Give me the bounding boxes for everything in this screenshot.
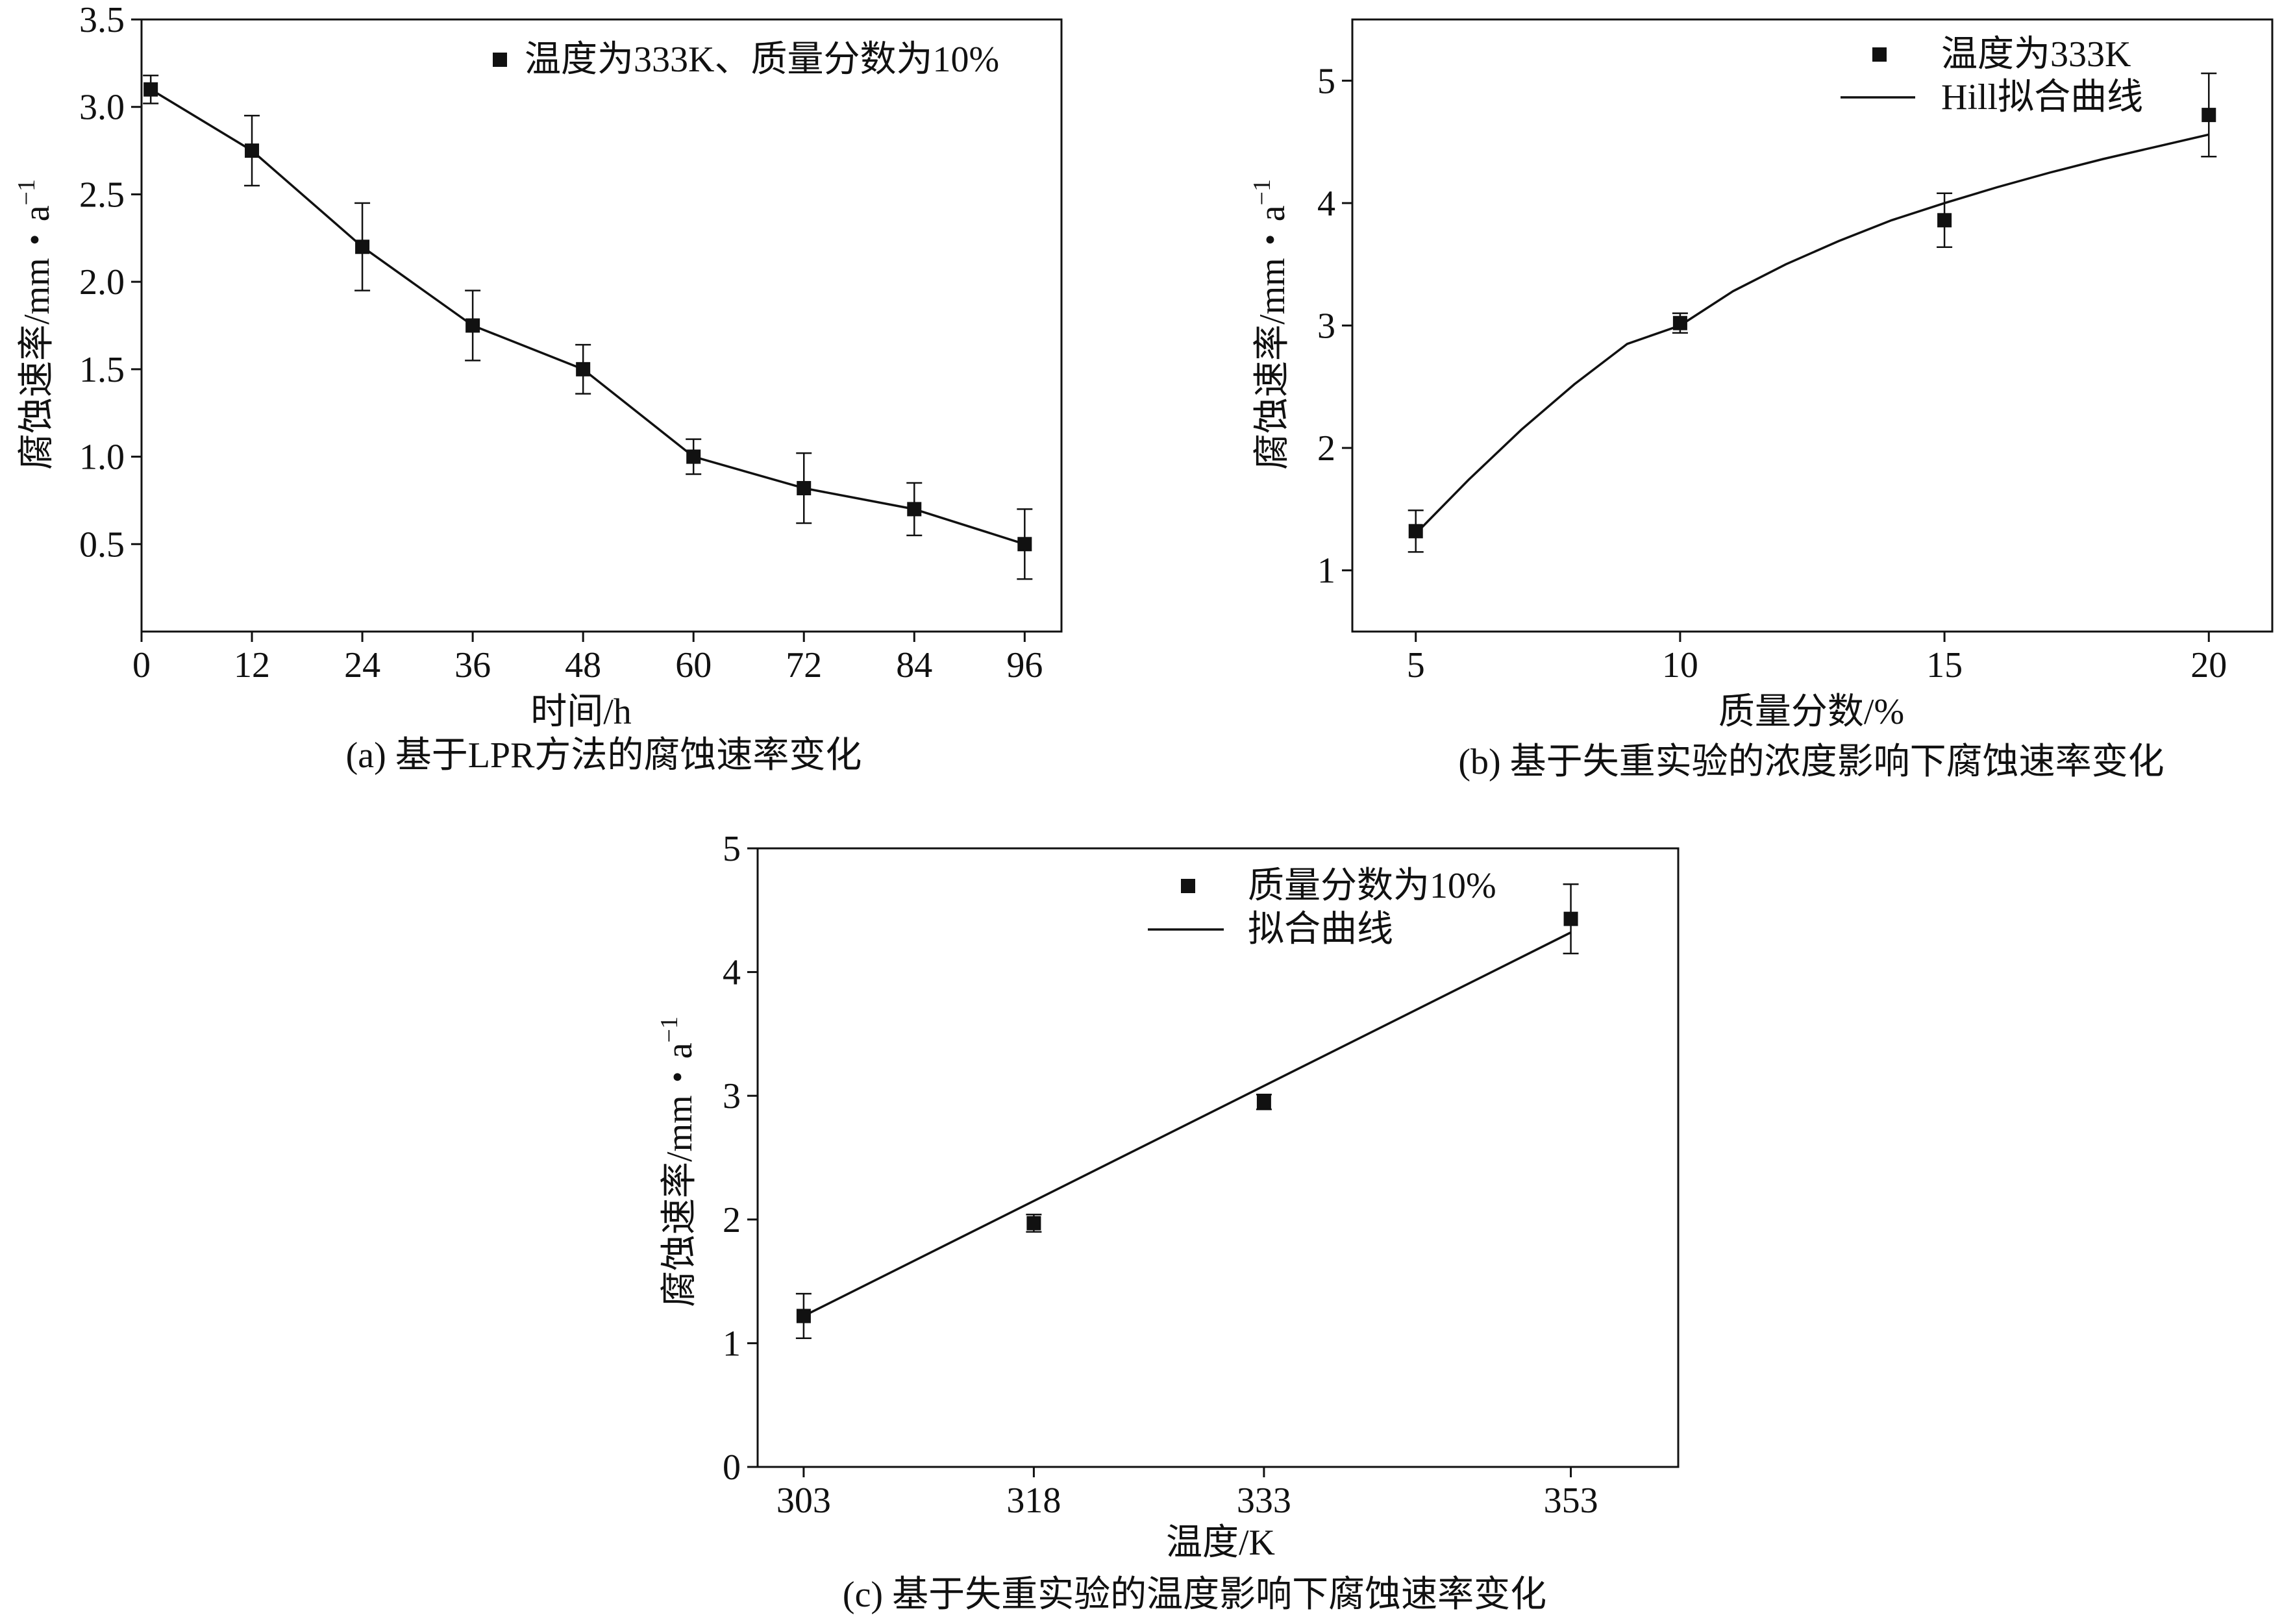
y-tick-label: 1 — [1317, 551, 1335, 591]
y-tick-label: 5 — [1317, 61, 1335, 101]
y-tick-label: 0 — [723, 1447, 741, 1488]
y-axis-label-superscript: −1 — [1248, 179, 1276, 205]
plot-frame — [140, 18, 1063, 633]
y-axis-label-main: 腐蚀速率/mm・a — [17, 205, 57, 470]
x-tick-label: 333 — [1237, 1481, 1291, 1521]
y-tick-label: 3 — [723, 1076, 741, 1116]
data-point — [1026, 1216, 1041, 1231]
y-tick-label: 2.0 — [79, 262, 125, 302]
y-axis-label-main: 腐蚀速率/mm・a — [1252, 205, 1293, 470]
chart-c: 303 318 333 353 0 1 2 3 4 5 温度/K 腐蚀速率/mm・a−1 (c) 基于失… — [656, 829, 1680, 1615]
legend-label: Hill拟合曲线 — [1941, 77, 2143, 117]
legend: 质量分数为10%拟合曲线 — [1148, 866, 1496, 950]
y-tick-label: 3.5 — [79, 0, 125, 40]
legend-label: 拟合曲线 — [1248, 909, 1393, 950]
legend-label: 温度为333K、质量分数为10% — [525, 40, 999, 80]
data-point — [1408, 524, 1423, 539]
x-tick-label: 60 — [675, 645, 712, 685]
x-tick-label: 84 — [896, 645, 932, 685]
y-tick-label: 2.5 — [79, 175, 125, 215]
data-point — [2201, 108, 2216, 123]
data-point — [465, 318, 480, 333]
chart-b: 5 10 15 20 1 2 3 4 5 质量分数/% 腐蚀速率/mm・a−1 (b) 基于失重实验的… — [1248, 18, 2274, 782]
data-point — [1017, 537, 1032, 552]
x-tick-label: 15 — [1926, 645, 1963, 685]
y-tick-label: 2 — [1317, 428, 1335, 469]
data-point — [686, 449, 701, 464]
x-axis-label: 时间/h — [530, 692, 632, 732]
plot-frame — [756, 847, 1680, 1468]
data-point — [907, 502, 922, 517]
x-tick-label: 96 — [1006, 645, 1043, 685]
legend-label: 质量分数为10% — [1248, 866, 1496, 906]
x-tick-label: 12 — [234, 645, 270, 685]
x-tick-label: 48 — [565, 645, 601, 685]
data-point — [796, 1309, 811, 1323]
x-tick-label: 20 — [2190, 645, 2227, 685]
fit-curve — [1415, 133, 2209, 535]
data-point — [355, 240, 370, 254]
data-point — [576, 362, 591, 376]
legend-marker — [493, 53, 507, 67]
x-tick-label: 318 — [1006, 1481, 1061, 1521]
data-point — [1256, 1094, 1271, 1109]
y-axis-label-superscript: −1 — [13, 179, 40, 205]
x-tick-label: 5 — [1407, 645, 1425, 685]
y-axis-label: 腐蚀速率/mm・a−1 — [13, 179, 57, 470]
data-point — [1937, 213, 1952, 228]
y-tick-label: 0.5 — [79, 524, 125, 565]
x-tick-label: 10 — [1662, 645, 1698, 685]
data-point — [1672, 315, 1687, 330]
x-axis-label: 质量分数/% — [1718, 692, 1904, 732]
y-tick-label: 5 — [723, 829, 741, 869]
y-tick-label: 2 — [723, 1200, 741, 1240]
y-tick-label: 4 — [1317, 184, 1335, 224]
x-tick-label: 24 — [344, 645, 380, 685]
y-tick-label: 1.5 — [79, 350, 125, 390]
x-tick-label: 72 — [786, 645, 822, 685]
legend-marker — [1872, 47, 1887, 62]
y-axis-label-superscript: −1 — [656, 1016, 683, 1042]
legend-label: 温度为333K — [1941, 34, 2131, 75]
legend-marker — [1181, 879, 1195, 893]
chart-caption: (c) 基于失重实验的温度影响下腐蚀速率变化 — [843, 1575, 1546, 1615]
data-point — [245, 143, 260, 158]
y-tick-label: 3.0 — [79, 88, 125, 128]
series-line — [150, 88, 1025, 545]
y-tick-label: 1 — [723, 1323, 741, 1364]
y-axis-label: 腐蚀速率/mm・a−1 — [656, 1016, 700, 1307]
chart-caption: (b) 基于失重实验的浓度影响下腐蚀速率变化 — [1458, 742, 2164, 782]
legend: 温度为333K、质量分数为10% — [493, 40, 999, 80]
y-tick-label: 4 — [723, 953, 741, 993]
x-tick-label: 0 — [132, 645, 151, 685]
x-tick-label: 303 — [776, 1481, 831, 1521]
data-point — [1563, 911, 1578, 926]
x-axis-label: 温度/K — [1166, 1523, 1275, 1563]
data-point — [797, 481, 812, 496]
y-tick-label: 1.0 — [79, 437, 125, 478]
y-axis-label: 腐蚀速率/mm・a−1 — [1248, 179, 1293, 470]
x-tick-label: 36 — [454, 645, 491, 685]
y-axis-label-main: 腐蚀速率/mm・a — [660, 1042, 700, 1307]
fit-curve — [803, 931, 1572, 1318]
chart-caption: (a) 基于LPR方法的腐蚀速率变化 — [346, 735, 862, 776]
x-tick-label: 353 — [1544, 1481, 1598, 1521]
chart-a: 0 12 24 36 48 60 72 84 96 0.5 1.0 1.5 2.0 2.5 3.0 3.5 时间… — [13, 0, 1063, 776]
data-point — [143, 82, 158, 97]
y-tick-label: 3 — [1317, 306, 1335, 347]
